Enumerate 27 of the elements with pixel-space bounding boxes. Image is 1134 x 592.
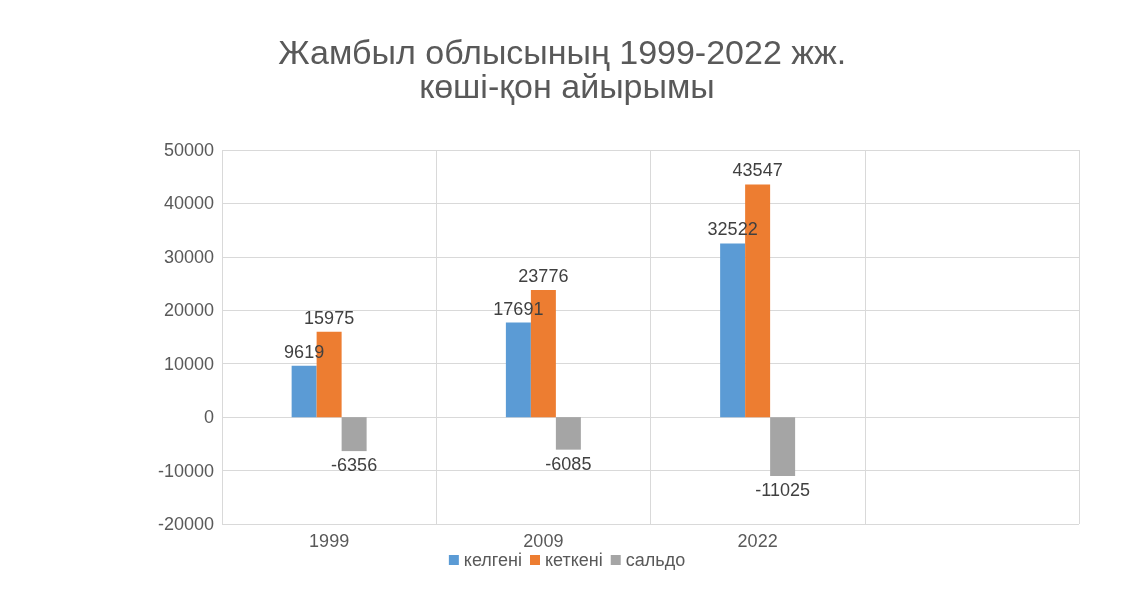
y-tick-label: 40000 bbox=[163, 193, 214, 214]
x-tick-label: 2022 bbox=[737, 531, 778, 551]
bar bbox=[505, 322, 531, 418]
y-tick-label: -10000 bbox=[157, 460, 214, 481]
y-tick-label: 30000 bbox=[163, 246, 214, 267]
data-label: -6085 bbox=[545, 453, 592, 474]
bar bbox=[555, 417, 581, 450]
y-tick-label: 0 bbox=[203, 407, 214, 428]
data-label: 15975 bbox=[304, 307, 355, 328]
bar bbox=[770, 417, 796, 477]
data-label: 23776 bbox=[518, 266, 569, 287]
chart-title: Жамбыл облысының 1999-2022 жж. көші-қон айырымы bbox=[278, 33, 856, 105]
x-tick-label: 2009 bbox=[523, 531, 564, 551]
data-label: -6356 bbox=[331, 455, 378, 476]
y-tick-label: 20000 bbox=[163, 300, 214, 321]
y-tick-label: 10000 bbox=[163, 353, 214, 374]
bar bbox=[720, 243, 746, 418]
legend-label: келгені bbox=[463, 550, 522, 570]
bar bbox=[291, 365, 317, 418]
bar bbox=[341, 417, 367, 452]
data-label: -11025 bbox=[755, 480, 810, 501]
data-label: 43547 bbox=[732, 160, 783, 181]
y-tick-label: -20000 bbox=[157, 514, 214, 534]
x-tick-label: 1999 bbox=[309, 531, 350, 551]
legend-label: кеткені bbox=[544, 550, 603, 570]
y-tick-label: 50000 bbox=[163, 140, 214, 160]
legend-label: сальдо bbox=[625, 550, 686, 570]
